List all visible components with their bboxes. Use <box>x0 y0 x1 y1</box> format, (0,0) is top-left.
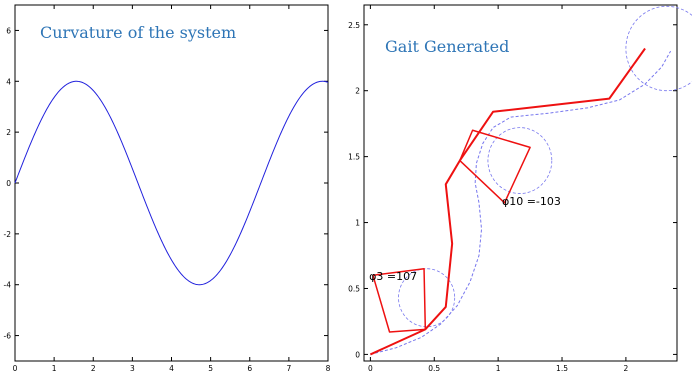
angle-annotation: φ10 =-103 <box>502 195 561 208</box>
gait-plot-panel: φ3 =107 φ10 =-103 0 0.5 1 1.5 2 0 0.5 1 1.5 2 2.5 G… <box>348 4 692 373</box>
x-tick-label: 5 <box>208 364 213 373</box>
gait-circle-group <box>398 5 692 328</box>
curvature-plot-panel: 0 1 2 3 4 5 6 7 8 -6 -4 -2 0 2 4 6 Curvature of the sys… <box>4 4 331 373</box>
y-tick-label: 2.5 <box>348 21 360 30</box>
gait-link-line <box>369 47 646 356</box>
curvature-axis-ticks <box>14 5 329 361</box>
curvature-plot-title: Curvature of the system <box>40 23 236 42</box>
curvature-plot-frame <box>14 4 329 362</box>
gait-annotation-group: φ3 =107 φ10 =-103 <box>369 195 561 283</box>
x-tick-label: 1 <box>52 364 57 373</box>
gait-plot-title: Gait Generated <box>385 37 509 56</box>
y-tick-label: 0.5 <box>348 284 360 293</box>
x-tick-label: 2 <box>91 364 96 373</box>
y-tick-label: 2 <box>6 128 11 137</box>
angle-annotation: φ3 =107 <box>369 270 417 283</box>
gait-circle <box>398 268 456 328</box>
x-tick-label: 0 <box>368 364 373 373</box>
y-tick-label: 1.5 <box>348 153 360 162</box>
curvature-line <box>14 80 329 286</box>
y-tick-label: 2 <box>355 87 360 96</box>
y-tick-label: -4 <box>4 281 12 290</box>
gait-plot-frame <box>363 4 678 362</box>
y-tick-label: 1 <box>355 219 360 228</box>
y-tick-label: -6 <box>4 332 12 341</box>
y-tick-label: 0 <box>355 350 360 359</box>
x-tick-label: 4 <box>169 364 174 373</box>
gait-link-line <box>459 129 531 204</box>
x-tick-label: 0.5 <box>428 364 440 373</box>
curvature-tick-labels: 0 1 2 3 4 5 6 7 8 -6 -4 -2 0 2 4 6 <box>4 26 331 373</box>
y-tick-label: 0 <box>6 179 11 188</box>
x-tick-label: 1 <box>496 364 501 373</box>
x-tick-label: 8 <box>326 364 331 373</box>
x-tick-label: 7 <box>286 364 291 373</box>
gait-series-group <box>369 47 672 356</box>
x-tick-label: 2 <box>624 364 629 373</box>
gait-link-line <box>372 267 427 333</box>
gait-axis-ticks <box>364 5 677 361</box>
gait-tick-labels: 0 0.5 1 1.5 2 0 0.5 1 1.5 2 2.5 <box>348 21 628 373</box>
y-tick-label: 6 <box>6 26 11 35</box>
x-tick-label: 6 <box>247 364 252 373</box>
gait-circle <box>487 127 553 194</box>
curvature-series-group <box>14 80 329 286</box>
y-tick-label: -2 <box>4 230 12 239</box>
x-tick-label: 3 <box>130 364 135 373</box>
x-tick-label: 1.5 <box>556 364 568 373</box>
x-tick-label: 0 <box>13 364 18 373</box>
gait-path-line <box>370 50 672 355</box>
gait-circle <box>625 5 692 92</box>
y-tick-label: 4 <box>6 77 11 86</box>
